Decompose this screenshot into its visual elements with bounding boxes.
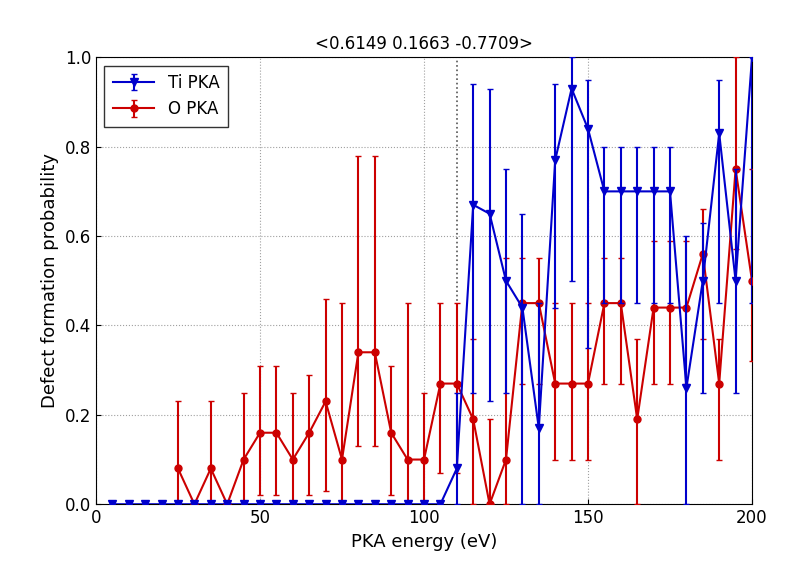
Legend: Ti PKA, O PKA: Ti PKA, O PKA — [104, 66, 228, 127]
X-axis label: PKA energy (eV): PKA energy (eV) — [351, 533, 497, 551]
Title: <0.6149 0.1663 -0.7709>: <0.6149 0.1663 -0.7709> — [315, 35, 533, 53]
Y-axis label: Defect formation probability: Defect formation probability — [42, 153, 59, 409]
